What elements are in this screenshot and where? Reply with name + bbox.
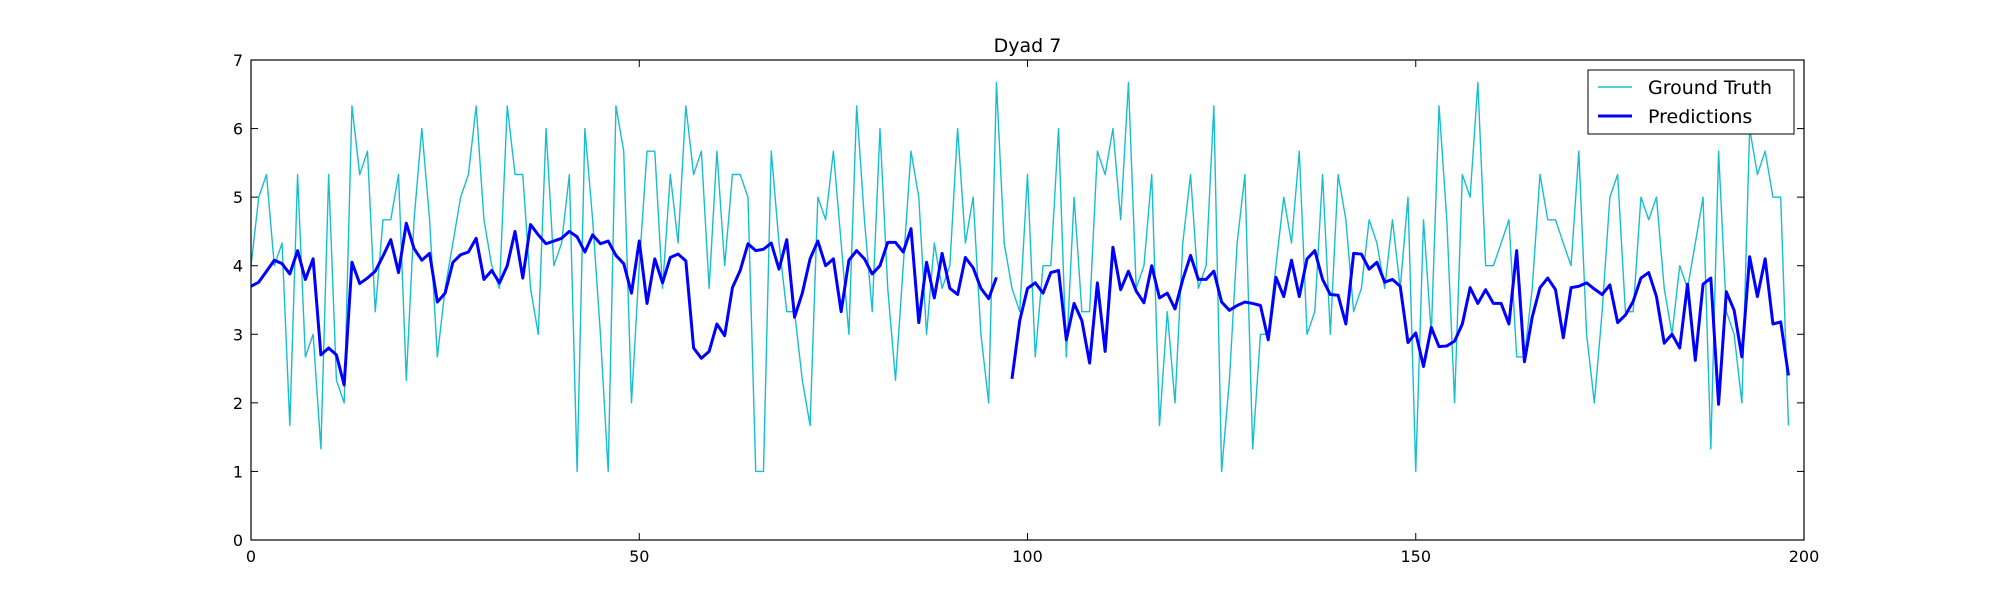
legend-box [1587, 69, 1795, 135]
y-tick-label: 7 [233, 51, 243, 70]
series-line-ground-truth [250, 81, 1790, 473]
plot-layer [250, 81, 1790, 473]
y-tick-label: 0 [233, 531, 243, 550]
series-line-predictions-segment-1 [250, 221, 998, 387]
series-line-predictions-segment-2 [1010, 245, 1790, 406]
y-tick-label: 3 [233, 325, 243, 344]
x-tick-label: 150 [1400, 547, 1431, 566]
legend-label-predictions: Predictions [1648, 106, 1752, 128]
x-tick-label: 0 [246, 547, 256, 566]
y-tick-label: 6 [233, 120, 243, 139]
x-tick-label: 200 [1789, 547, 1820, 566]
y-tick-label: 1 [233, 462, 243, 481]
y-tick-label: 2 [233, 394, 243, 413]
x-tick-label: 50 [629, 547, 649, 566]
y-tick-label: 4 [233, 257, 243, 276]
legend: Ground Truth Predictions [1587, 69, 1795, 135]
legend-label-ground-truth: Ground Truth [1648, 77, 1772, 99]
x-tick-label: 100 [1012, 547, 1043, 566]
chart-title: Dyad 7 [994, 35, 1062, 57]
axes-layer: 0 50 100 150 200 0 1 2 3 4 5 6 7 [233, 51, 1819, 566]
y-tick-label: 5 [233, 188, 243, 207]
